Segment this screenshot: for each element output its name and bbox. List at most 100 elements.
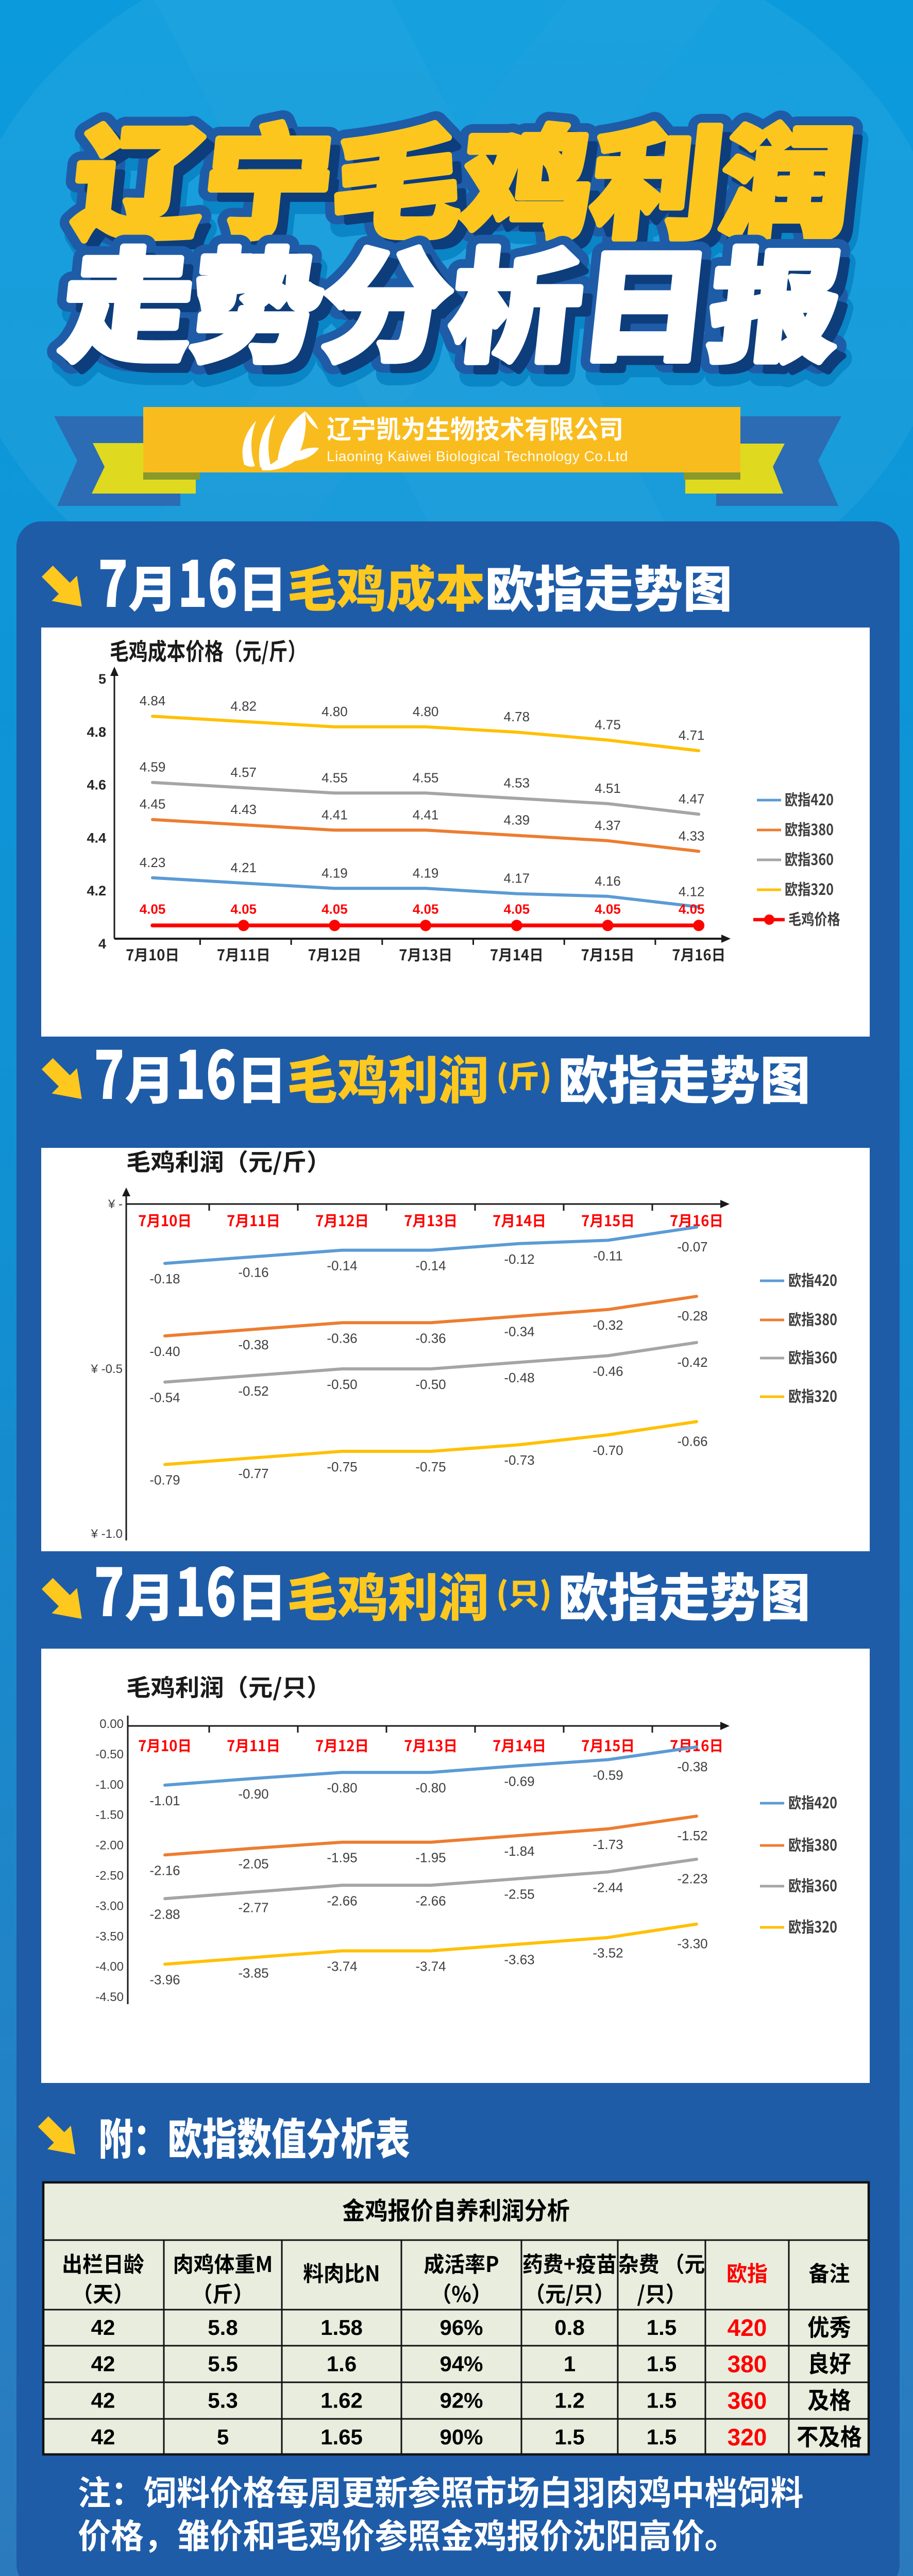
svg-text:-0.32: -0.32 — [593, 1317, 623, 1333]
svg-text:-0.75: -0.75 — [415, 1459, 446, 1475]
svg-text:4.17: 4.17 — [503, 871, 530, 886]
svg-text:-2.88: -2.88 — [149, 1906, 180, 1922]
svg-text:¥ -1.0: ¥ -1.0 — [91, 1527, 123, 1541]
svg-text:-2.50: -2.50 — [95, 1869, 124, 1883]
svg-text:-0.50: -0.50 — [415, 1377, 446, 1392]
svg-text:92%: 92% — [439, 2388, 483, 2413]
svg-text:1: 1 — [564, 2352, 576, 2376]
svg-text:-0.18: -0.18 — [149, 1271, 180, 1286]
svg-text:-0.50: -0.50 — [95, 1748, 124, 1761]
svg-text:-3.50: -3.50 — [95, 1929, 124, 1943]
svg-text:-2.05: -2.05 — [238, 1856, 268, 1872]
svg-text:380: 380 — [728, 2351, 767, 2378]
svg-text:4.05: 4.05 — [140, 901, 166, 917]
svg-text:-0.38: -0.38 — [677, 1759, 707, 1774]
svg-text:4.19: 4.19 — [413, 865, 439, 880]
svg-text:-0.46: -0.46 — [593, 1363, 623, 1379]
svg-text:4.05: 4.05 — [413, 901, 439, 917]
svg-text:-2.23: -2.23 — [677, 1871, 707, 1887]
svg-text:1.2: 1.2 — [554, 2388, 584, 2413]
svg-text:-0.11: -0.11 — [593, 1248, 622, 1263]
svg-text:Liaoning Kaiwei Biological Tec: Liaoning Kaiwei Biological Technology Co… — [327, 448, 628, 464]
svg-text:-0.14: -0.14 — [415, 1258, 446, 1274]
svg-text:-0.59: -0.59 — [593, 1768, 623, 1783]
svg-text:96%: 96% — [439, 2315, 483, 2340]
svg-text:42: 42 — [91, 2388, 115, 2413]
svg-text:-0.90: -0.90 — [238, 1786, 268, 1802]
svg-text:5: 5 — [217, 2425, 229, 2449]
svg-text:4.37: 4.37 — [595, 818, 621, 833]
svg-text:-0.50: -0.50 — [327, 1377, 357, 1392]
svg-text:42: 42 — [91, 2315, 115, 2340]
svg-text:4.8: 4.8 — [87, 724, 106, 740]
svg-text:4.05: 4.05 — [503, 901, 530, 917]
svg-text:¥ -0.5: ¥ -0.5 — [91, 1362, 123, 1376]
svg-text:-0.36: -0.36 — [327, 1330, 357, 1346]
svg-text:4.47: 4.47 — [679, 791, 705, 806]
svg-text:4.16: 4.16 — [595, 873, 621, 889]
svg-text:-2.66: -2.66 — [327, 1893, 357, 1908]
svg-text:4.55: 4.55 — [413, 770, 439, 785]
svg-text:1.5: 1.5 — [647, 2388, 677, 2413]
svg-text:42: 42 — [91, 2425, 115, 2449]
svg-text:-0.66: -0.66 — [677, 1433, 707, 1449]
svg-text:-3.74: -3.74 — [415, 1959, 446, 1974]
svg-text:4.51: 4.51 — [595, 781, 621, 796]
svg-text:4.23: 4.23 — [140, 855, 166, 870]
svg-text:-0.28: -0.28 — [677, 1308, 707, 1324]
svg-text:4.05: 4.05 — [595, 901, 621, 917]
svg-text:-0.70: -0.70 — [593, 1443, 623, 1458]
svg-text:1.5: 1.5 — [647, 2315, 677, 2340]
svg-text:4.33: 4.33 — [679, 828, 705, 843]
svg-text:320: 320 — [728, 2424, 767, 2451]
svg-text:4.43: 4.43 — [230, 802, 257, 817]
svg-text:4.55: 4.55 — [322, 770, 348, 785]
svg-text:-0.80: -0.80 — [415, 1780, 446, 1795]
svg-text:4.57: 4.57 — [230, 765, 257, 780]
svg-text:-2.00: -2.00 — [95, 1839, 124, 1853]
svg-text:5.3: 5.3 — [208, 2388, 238, 2413]
svg-text:420: 420 — [728, 2314, 767, 2341]
svg-text:0.8: 0.8 — [554, 2315, 584, 2340]
svg-text:4.19: 4.19 — [322, 865, 348, 880]
svg-text:4.2: 4.2 — [87, 883, 106, 899]
svg-text:4.05: 4.05 — [230, 901, 257, 917]
svg-text:-0.36: -0.36 — [415, 1330, 446, 1346]
svg-text:-4.00: -4.00 — [95, 1960, 124, 1974]
svg-text:-0.75: -0.75 — [327, 1459, 357, 1475]
svg-text:1.58: 1.58 — [320, 2315, 363, 2340]
svg-text:-2.66: -2.66 — [415, 1893, 446, 1908]
svg-text:360: 360 — [728, 2387, 767, 2414]
svg-text:4.80: 4.80 — [322, 704, 348, 719]
svg-text:-0.48: -0.48 — [504, 1370, 534, 1385]
svg-text:4: 4 — [98, 936, 106, 952]
svg-text:-1.01: -1.01 — [149, 1793, 180, 1808]
svg-text:-1.84: -1.84 — [504, 1843, 534, 1859]
svg-text:4.53: 4.53 — [503, 775, 530, 791]
svg-text:1.65: 1.65 — [320, 2425, 363, 2449]
svg-text:4.80: 4.80 — [413, 704, 439, 719]
svg-text:5.5: 5.5 — [208, 2352, 238, 2376]
svg-text:1.62: 1.62 — [320, 2388, 363, 2413]
svg-text:-1.95: -1.95 — [415, 1850, 446, 1866]
svg-text:4.71: 4.71 — [679, 727, 705, 743]
svg-text:-1.95: -1.95 — [327, 1850, 357, 1866]
svg-text:-3.74: -3.74 — [327, 1959, 357, 1974]
svg-text:-2.77: -2.77 — [238, 1900, 268, 1915]
svg-text:-3.00: -3.00 — [95, 1899, 124, 1913]
svg-text:4.12: 4.12 — [679, 884, 705, 899]
svg-text:-3.63: -3.63 — [504, 1952, 534, 1968]
svg-text:-0.79: -0.79 — [149, 1472, 180, 1488]
svg-text:-1.50: -1.50 — [95, 1808, 124, 1822]
svg-text:4.41: 4.41 — [322, 807, 348, 822]
svg-text:-2.55: -2.55 — [504, 1886, 534, 1902]
svg-text:4.21: 4.21 — [230, 860, 257, 875]
svg-text:94%: 94% — [439, 2352, 483, 2376]
svg-text:-0.42: -0.42 — [677, 1354, 707, 1370]
svg-text:-0.40: -0.40 — [149, 1344, 180, 1359]
svg-text:1.5: 1.5 — [554, 2425, 584, 2449]
svg-text:4.39: 4.39 — [503, 812, 530, 828]
svg-text:-0.52: -0.52 — [238, 1383, 268, 1399]
svg-text:5.8: 5.8 — [208, 2315, 238, 2340]
svg-text:4.75: 4.75 — [595, 717, 621, 733]
